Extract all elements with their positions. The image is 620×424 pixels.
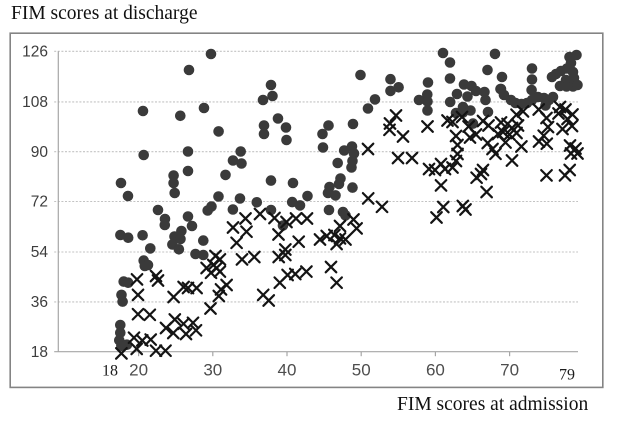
svg-text:18: 18 bbox=[31, 344, 48, 361]
svg-text:54: 54 bbox=[31, 244, 49, 261]
svg-text:36: 36 bbox=[31, 294, 48, 311]
svg-text:40: 40 bbox=[278, 361, 297, 380]
svg-text:70: 70 bbox=[500, 361, 519, 380]
svg-text:50: 50 bbox=[352, 361, 371, 380]
svg-text:90: 90 bbox=[31, 144, 49, 161]
svg-text:20: 20 bbox=[129, 361, 148, 380]
svg-text:79: 79 bbox=[559, 367, 575, 384]
svg-text:18: 18 bbox=[102, 363, 118, 380]
svg-text:126: 126 bbox=[22, 44, 48, 61]
svg-text:30: 30 bbox=[203, 361, 222, 380]
svg-text:72: 72 bbox=[31, 194, 48, 211]
svg-text:60: 60 bbox=[426, 361, 445, 380]
svg-text:108: 108 bbox=[22, 94, 48, 111]
